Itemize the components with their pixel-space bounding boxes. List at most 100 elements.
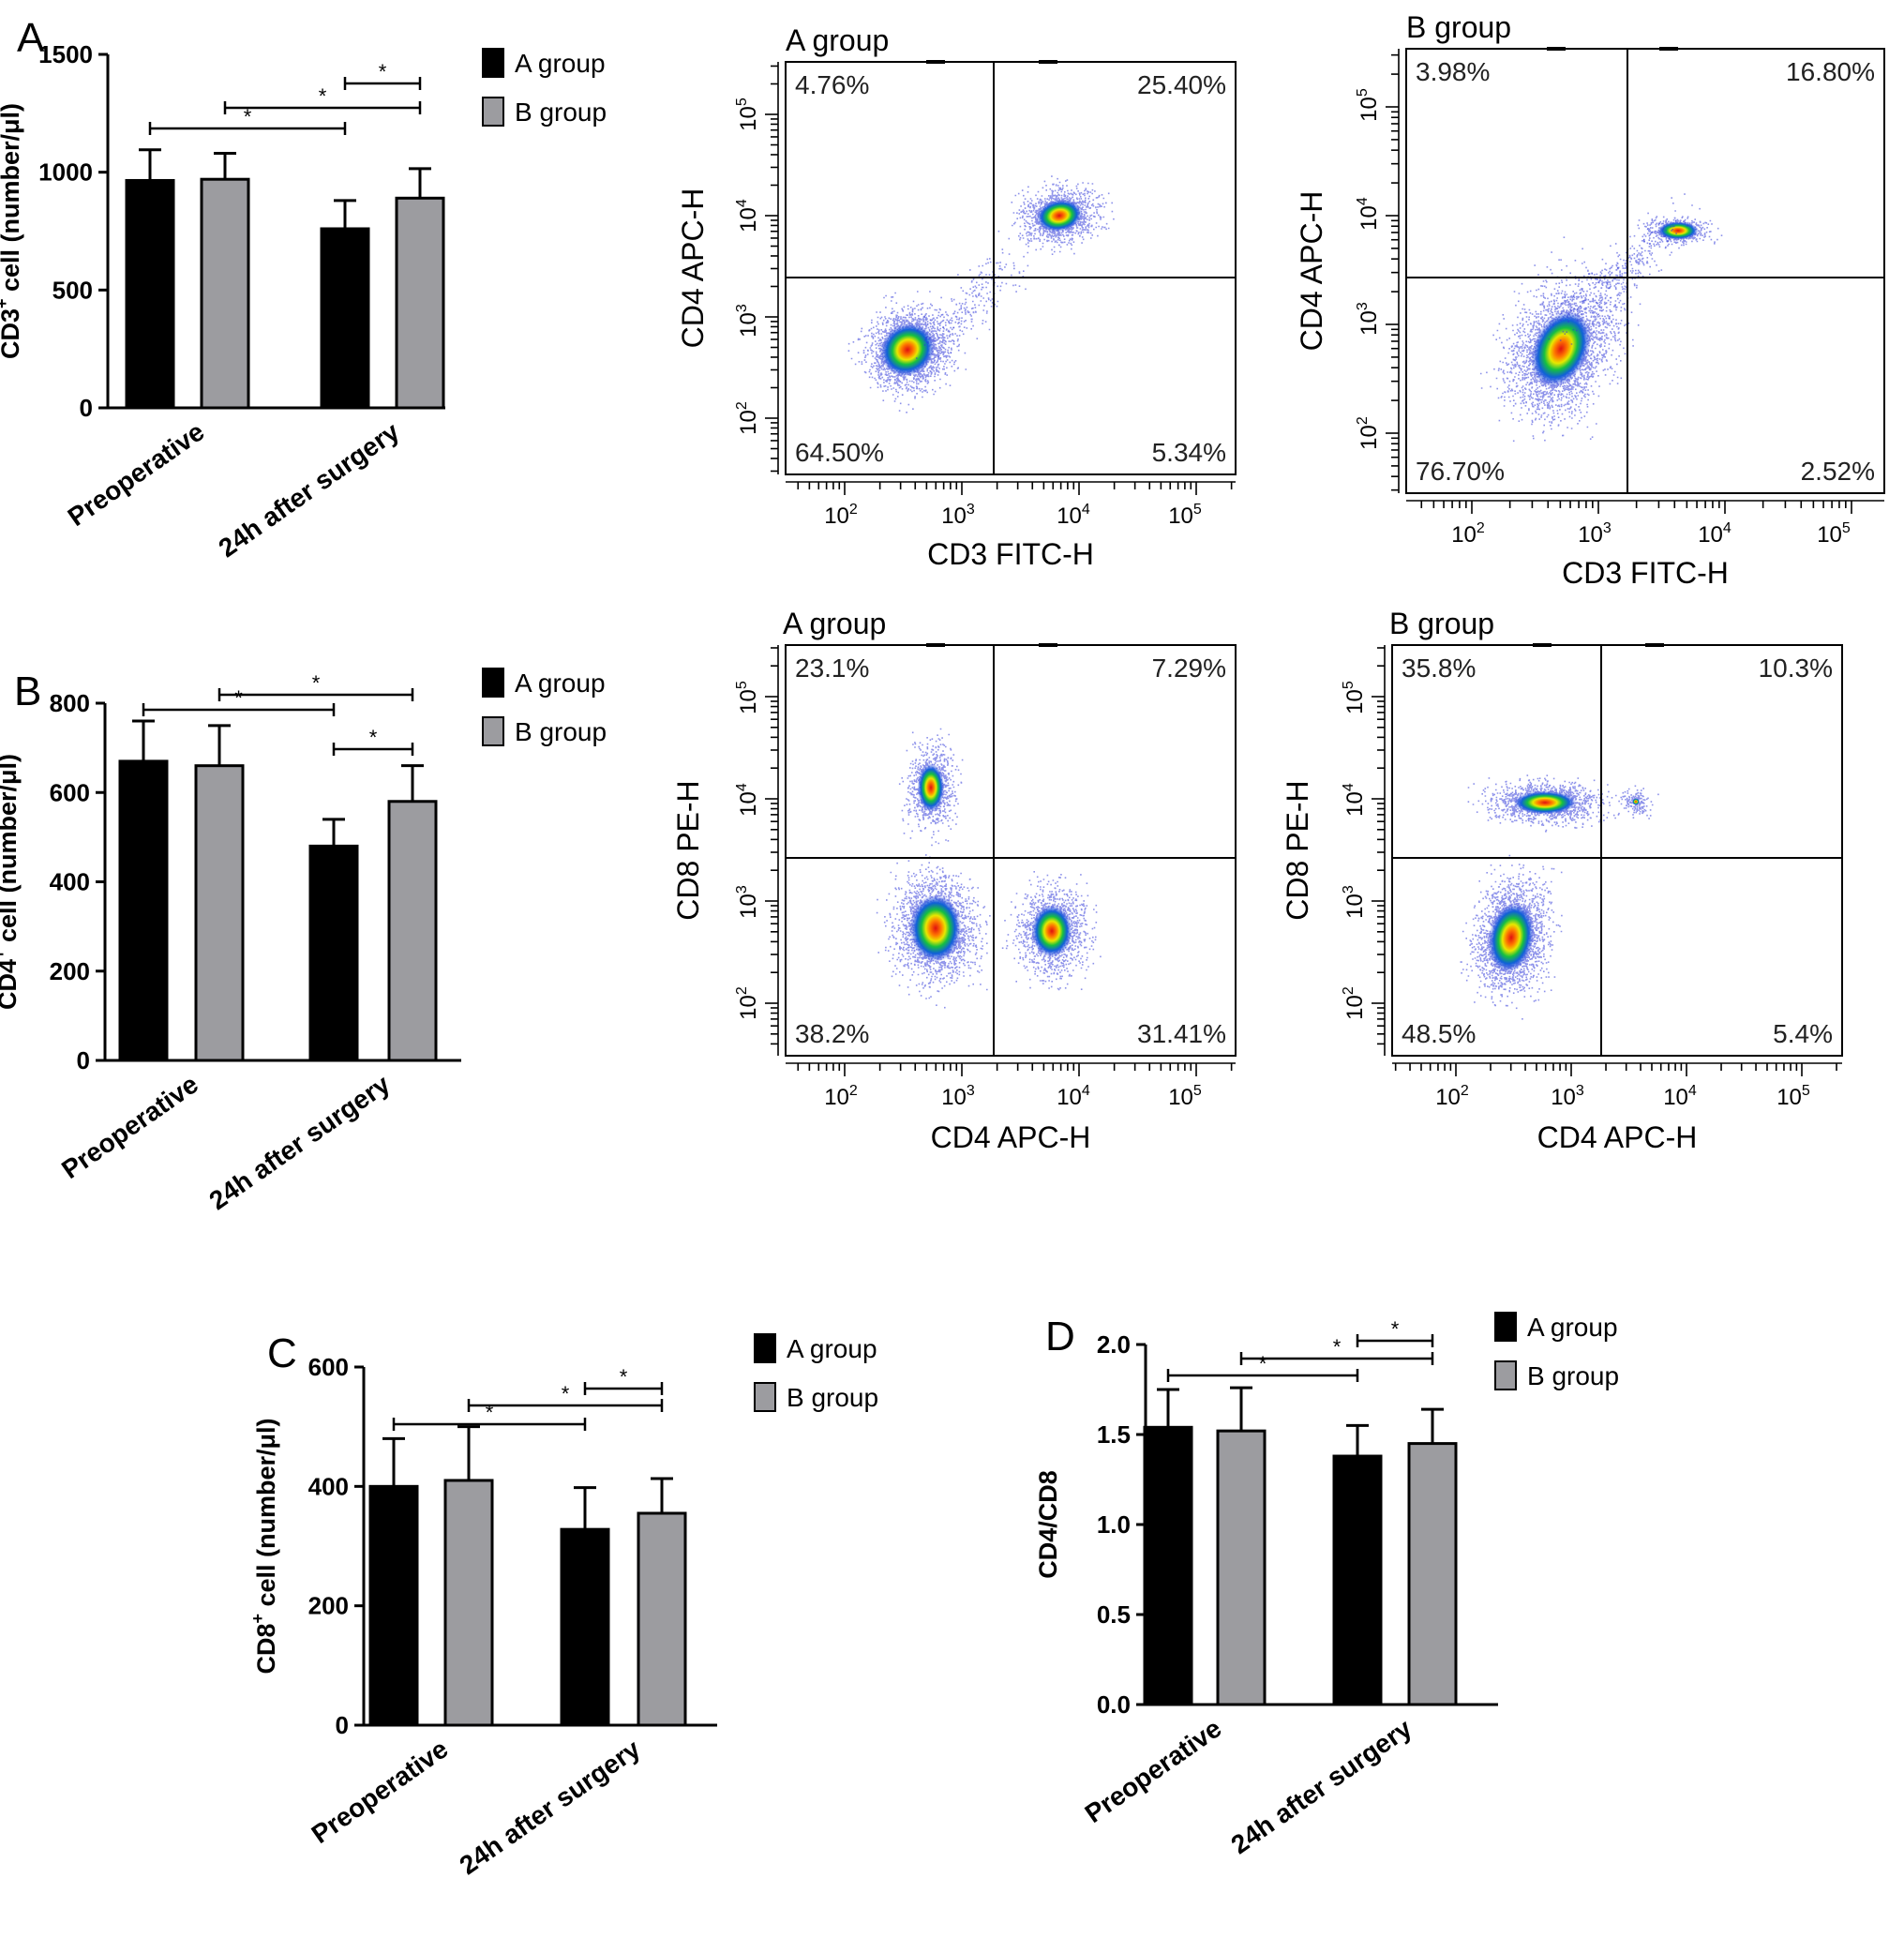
x-tick-base: 10: [941, 503, 967, 529]
density-core: [909, 894, 962, 962]
x-tick-exp: 4: [1723, 520, 1732, 536]
y-axis-label-sup: +: [0, 299, 11, 309]
y-tick-label: 500: [52, 276, 93, 304]
y-tick-label: 105: [1355, 88, 1382, 122]
y-axis-label: CD3+ cell (number/μl): [0, 103, 24, 359]
y-axis-label-sup: +: [0, 950, 8, 960]
sig-star: *: [1391, 1317, 1400, 1341]
bar-b-group: [1407, 1442, 1458, 1706]
category-label: Preoperative: [1080, 1714, 1227, 1829]
y-tick-base: 10: [1342, 791, 1368, 817]
bar-b-group: [637, 1511, 687, 1727]
x-tick-label: 103: [941, 502, 975, 529]
legend-swatch: [1494, 1360, 1517, 1390]
flow-events: [1460, 774, 1659, 1020]
legend-swatch: [482, 716, 504, 746]
bar-a-group: [368, 1484, 419, 1727]
sig-star: *: [244, 105, 252, 128]
sig-star: *: [312, 671, 321, 695]
x-tick-label: 102: [824, 502, 858, 529]
y-tick-base: 10: [736, 791, 761, 817]
x-tick-label: 105: [1777, 1083, 1810, 1110]
flow-title: B group: [1406, 10, 1511, 44]
x-tick-label: 105: [1168, 502, 1202, 529]
quadrant-upper-left: 4.76%: [795, 70, 869, 99]
y-tick-base: 10: [736, 207, 761, 233]
legend-label: B group: [787, 1383, 878, 1412]
y-tick-label: 200: [50, 957, 90, 985]
y-tick-label: 0: [336, 1711, 349, 1739]
x-tick-label: 105: [1817, 520, 1851, 548]
y-tick-label: 2.0: [1097, 1330, 1131, 1359]
y-tick-label: 1500: [38, 40, 93, 68]
y-tick-exp: 3: [734, 885, 750, 894]
category-label: 24h after surgery: [204, 1069, 396, 1215]
y-tick-label: 1.5: [1097, 1420, 1131, 1449]
legend-swatch: [482, 97, 504, 127]
x-tick-exp: 2: [1477, 520, 1485, 536]
event-cloud: [1547, 193, 1701, 345]
bar-a-group: [320, 227, 370, 410]
y-tick-label: 600: [50, 778, 90, 806]
density-core: [1530, 310, 1592, 387]
x-tick-exp: 4: [1688, 1083, 1697, 1099]
y-tick-exp: 5: [1341, 681, 1357, 689]
y-tick-exp: 3: [1355, 302, 1371, 310]
y-tick-exp: 3: [734, 304, 750, 312]
y-tick-label: 0: [77, 1046, 90, 1074]
y-tick-exp: 5: [1355, 88, 1371, 97]
flow-events: [847, 175, 1115, 413]
x-tick-base: 10: [1663, 1085, 1688, 1110]
sig-star: *: [620, 1365, 628, 1389]
y-tick-base: 10: [736, 410, 761, 435]
y-axis-label: CD4/CD8: [1034, 1470, 1062, 1579]
quadrant-upper-right: 16.80%: [1786, 57, 1875, 86]
x-tick-label: 104: [1698, 520, 1732, 548]
sig-star: *: [562, 1382, 570, 1405]
x-tick-exp: 3: [967, 502, 975, 518]
y-tick-label: 102: [1355, 416, 1382, 450]
flow-x-axis-label: CD3 FITC-H: [1562, 556, 1729, 590]
bar-b-group: [443, 1479, 494, 1727]
y-tick-exp: 2: [734, 401, 750, 410]
y-axis-label-main: CD4: [0, 959, 22, 1010]
y-tick-label: 104: [1341, 783, 1368, 817]
x-tick-base: 10: [1451, 522, 1477, 548]
density-core: [1488, 902, 1535, 973]
quadrant-upper-right: 10.3%: [1759, 654, 1833, 683]
y-tick-base: 10: [736, 995, 761, 1020]
quadrant-lower-right: 2.52%: [1801, 457, 1875, 486]
category-label: Preoperative: [56, 1070, 203, 1185]
flow-y-axis-label: CD4 APC-H: [1295, 191, 1328, 352]
y-axis-label-main: CD3: [0, 308, 24, 359]
x-tick-base: 10: [1698, 522, 1723, 548]
x-tick-exp: 5: [1842, 520, 1851, 536]
category-label: 24h after surgery: [1226, 1713, 1417, 1859]
x-tick-base: 10: [1168, 1085, 1193, 1110]
x-tick-exp: 2: [849, 1083, 858, 1099]
y-tick-label: 800: [50, 689, 90, 717]
y-tick-label: 102: [1341, 986, 1368, 1020]
quadrant-lower-right: 31.41%: [1137, 1019, 1226, 1048]
y-axis-label: CD8+ cell (number/μl): [248, 1418, 280, 1674]
y-tick-exp: 5: [734, 681, 750, 689]
y-axis-label-rest: cell (number/μl): [0, 754, 22, 950]
bar-a-group: [1143, 1425, 1193, 1706]
quadrant-lower-left: 48.5%: [1402, 1019, 1476, 1048]
x-tick-exp: 5: [1193, 502, 1202, 518]
y-tick-label: 200: [308, 1592, 349, 1620]
category-label: Preoperative: [63, 417, 210, 533]
x-tick-base: 10: [1435, 1085, 1461, 1110]
quadrant-lower-right: 5.4%: [1773, 1019, 1833, 1048]
flow-x-axis-label: CD4 APC-H: [1537, 1120, 1698, 1154]
bar-a-group: [560, 1527, 610, 1727]
x-tick-base: 10: [824, 503, 849, 529]
x-tick-label: 103: [1551, 1083, 1584, 1110]
x-tick-exp: 4: [1082, 502, 1090, 518]
event-cloud: [916, 228, 1053, 366]
y-tick-label: 102: [734, 401, 761, 435]
y-tick-exp: 3: [1341, 885, 1357, 894]
x-tick-base: 10: [1168, 503, 1193, 529]
sig-star: *: [379, 60, 387, 83]
